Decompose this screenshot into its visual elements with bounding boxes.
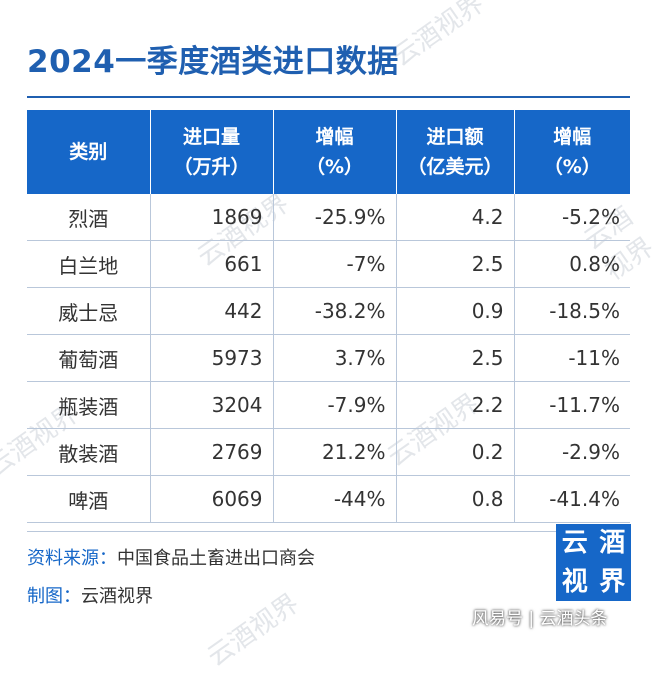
- cell-category: 啤酒: [27, 475, 150, 523]
- cell-volume: 6069: [149, 475, 273, 523]
- cell-value-growth: -5.2%: [513, 194, 630, 241]
- cell-category: 散装酒: [27, 428, 150, 476]
- source-value: 中国食品土畜进出口商会: [117, 548, 315, 569]
- source-label: 资料来源：: [27, 548, 117, 569]
- cell-volume: 442: [149, 287, 273, 335]
- cell-volume-growth: -25.9%: [272, 194, 396, 241]
- cell-volume: 1869: [149, 194, 273, 241]
- cell-value-growth: 0.8%: [513, 240, 630, 288]
- cell-value-growth: -11.7%: [513, 381, 630, 429]
- table-header-row: 类别 进口量 （万升） 增幅 （%） 进口额 （亿美元） 增幅 （%）: [27, 110, 630, 194]
- cell-volume: 661: [149, 240, 273, 288]
- header-category: 类别: [27, 110, 150, 194]
- cell-value-growth: -18.5%: [513, 287, 630, 335]
- cell-value: 0.9: [395, 287, 514, 335]
- header-value: 进口额 （亿美元）: [395, 110, 514, 194]
- watermark: 云酒视界: [387, 0, 490, 73]
- cell-volume-growth: -7%: [272, 240, 396, 288]
- table-row: 白兰地 661 -7% 2.5 0.8%: [27, 240, 630, 288]
- cell-value: 0.2: [395, 428, 514, 476]
- cell-volume-growth: -7.9%: [272, 381, 396, 429]
- table-row: 瓶装酒 3204 -7.9% 2.2 -11.7%: [27, 381, 630, 429]
- cell-category: 瓶装酒: [27, 381, 150, 429]
- cell-value: 0.8: [395, 475, 514, 523]
- cell-volume: 5973: [149, 334, 273, 382]
- cell-value: 2.2: [395, 381, 514, 429]
- cell-volume-growth: -38.2%: [272, 287, 396, 335]
- cell-value-growth: -2.9%: [513, 428, 630, 476]
- cell-volume: 3204: [149, 381, 273, 429]
- cell-value-growth: -41.4%: [513, 475, 630, 523]
- footer-divider: [27, 531, 630, 532]
- cell-category: 威士忌: [27, 287, 150, 335]
- brand-logo: 云 酒 视 界: [556, 524, 631, 601]
- table-row: 威士忌 442 -38.2% 0.9 -18.5%: [27, 287, 630, 335]
- page-title: 2024一季度酒类进口数据: [27, 44, 399, 80]
- cell-value: 2.5: [395, 240, 514, 288]
- logo-char: 界: [599, 566, 626, 597]
- chart-credit-line: 制图：云酒视界: [27, 582, 153, 608]
- chart-credit-label: 制图：: [27, 586, 81, 607]
- cell-category: 葡萄酒: [27, 334, 150, 382]
- header-volume: 进口量 （万升）: [149, 110, 273, 194]
- cell-volume: 2769: [149, 428, 273, 476]
- cell-value-growth: -11%: [513, 334, 630, 382]
- chart-credit-value: 云酒视界: [81, 586, 153, 607]
- logo-char: 视: [561, 566, 588, 597]
- title-divider: [27, 96, 630, 98]
- logo-char: 云: [561, 528, 588, 558]
- table-row: 啤酒 6069 -44% 0.8 -41.4%: [27, 475, 630, 523]
- table-row: 葡萄酒 5973 3.7% 2.5 -11%: [27, 334, 630, 382]
- source-line: 资料来源：中国食品土畜进出口商会: [27, 544, 315, 570]
- cell-category: 烈酒: [27, 194, 150, 241]
- cell-volume-growth: -44%: [272, 475, 396, 523]
- import-data-table: 类别 进口量 （万升） 增幅 （%） 进口额 （亿美元） 增幅 （%） 烈酒 1869 …: [27, 110, 630, 523]
- header-value-growth: 增幅 （%）: [513, 110, 630, 194]
- cell-volume-growth: 21.2%: [272, 428, 396, 476]
- logo-char: 酒: [599, 528, 626, 558]
- cell-value: 2.5: [395, 334, 514, 382]
- cell-value: 4.2: [395, 194, 514, 241]
- header-volume-growth: 增幅 （%）: [272, 110, 396, 194]
- cell-volume-growth: 3.7%: [272, 334, 396, 382]
- cell-category: 白兰地: [27, 240, 150, 288]
- watermark: 云酒视界: [202, 588, 305, 673]
- table-row: 散装酒 2769 21.2% 0.2 -2.9%: [27, 428, 630, 476]
- platform-attribution: 风易号 | 云酒头条: [472, 609, 608, 629]
- table-row: 烈酒 1869 -25.9% 4.2 -5.2%: [27, 194, 630, 241]
